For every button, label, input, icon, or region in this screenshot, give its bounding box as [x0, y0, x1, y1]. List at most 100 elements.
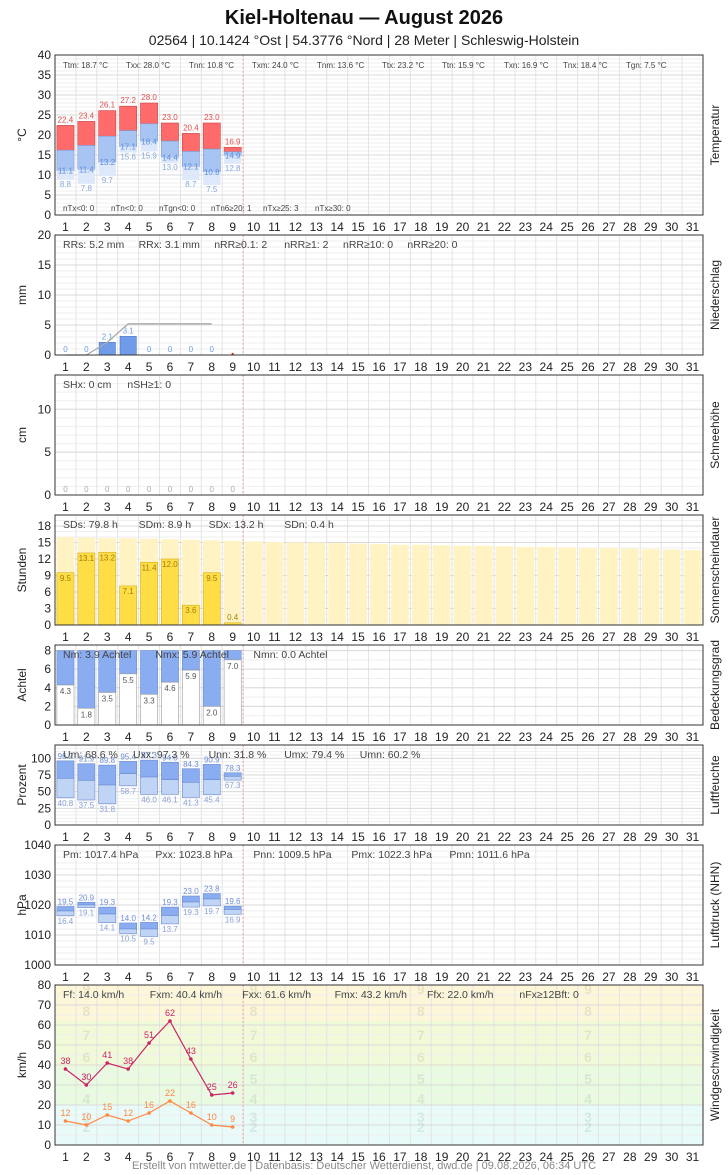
data-label-hmax: 90.9	[204, 755, 220, 764]
x-tick-label: 22	[498, 220, 512, 234]
beaufort-label: 9	[82, 981, 90, 997]
data-label-snow: 0	[168, 485, 173, 494]
stat-label: nRR≥20: 0	[407, 239, 457, 251]
data-label-tmax: 20.4	[183, 123, 199, 132]
x-tick-label: 30	[665, 360, 679, 374]
x-tick-label: 14	[331, 830, 345, 844]
y-tick-label: 5	[44, 445, 51, 459]
data-label-cloud: 4.3	[60, 687, 72, 696]
data-label-pmax: 14.2	[141, 913, 157, 922]
y-tick-label: 40	[38, 48, 52, 62]
x-tick-label: 16	[372, 630, 386, 644]
data-label-tmin: 13.2	[99, 158, 115, 167]
data-label-tmax: 16.9	[225, 137, 241, 146]
x-tick-label: 4	[125, 830, 132, 844]
x-tick-label: 4	[125, 730, 132, 744]
x-tick-label: 9	[229, 730, 236, 744]
beaufort-label: 7	[82, 1027, 90, 1043]
panel-side-label: Schneehöhe	[708, 401, 722, 469]
data-label-precip: 2.1	[102, 332, 114, 341]
humidity-lower-bar	[119, 773, 138, 787]
wind-point	[230, 1091, 235, 1095]
x-tick-label: 3	[104, 1150, 111, 1164]
data-label-cloud: 5.5	[123, 676, 135, 685]
stat-label: Ff: 14.0 km/h	[63, 989, 124, 1001]
sun-bar	[77, 552, 96, 626]
x-tick-label: 2	[83, 500, 90, 514]
stat-label: SDx: 13.2 h	[209, 519, 264, 531]
data-label-hmax: 94.0	[162, 753, 178, 762]
x-tick-label: 8	[208, 220, 215, 234]
y-tick-label: 0	[44, 718, 51, 732]
data-label-hmax: 91.9	[79, 755, 95, 764]
x-tick-label: 14	[331, 220, 345, 234]
x-tick-label: 15	[351, 830, 365, 844]
x-tick-label: 21	[477, 830, 491, 844]
y-tick-label: 5	[44, 318, 51, 332]
x-tick-label: 29	[644, 970, 658, 984]
wind-point	[209, 1123, 214, 1127]
x-tick-label: 17	[393, 630, 407, 644]
humidity-upper-bar	[77, 763, 96, 781]
x-tick-label: 12	[289, 360, 303, 374]
x-tick-label: 14	[331, 970, 345, 984]
data-label-pmax: 19.6	[225, 897, 241, 906]
x-tick-label: 4	[125, 220, 132, 234]
x-tick-label: 20	[456, 830, 470, 844]
wind-point	[105, 1061, 110, 1065]
x-tick-label: 6	[167, 500, 174, 514]
sun-possible-bar	[223, 540, 242, 625]
y-tick-label: 100	[31, 751, 51, 765]
data-label-cloud: 5.9	[185, 672, 197, 681]
x-tick-label: 21	[477, 1150, 491, 1164]
stat-label: nTgn<0: 0	[159, 204, 196, 213]
data-label-tmin: 17.1	[120, 143, 136, 152]
x-tick-label: 12	[289, 630, 303, 644]
data-label-cloud: 3.3	[144, 696, 156, 705]
y-tick-label: 1000	[24, 958, 51, 972]
data-label-hmin: 67.3	[225, 781, 241, 790]
x-tick-label: 22	[498, 360, 512, 374]
x-tick-label: 30	[665, 500, 679, 514]
precip-bar	[119, 336, 137, 356]
stat-label: SDn: 0.4 h	[284, 519, 334, 531]
panel-frame	[54, 644, 704, 726]
beaufort-label: 2	[250, 1119, 258, 1135]
x-tick-label: 27	[602, 970, 616, 984]
data-label-cloud: 7.0	[227, 662, 239, 671]
x-tick-label: 27	[602, 500, 616, 514]
x-tick-label: 24	[540, 220, 554, 234]
x-tick-label: 4	[125, 970, 132, 984]
data-label-snow: 0	[126, 485, 131, 494]
beaufort-band	[55, 1067, 703, 1105]
x-tick-label: 19	[435, 970, 449, 984]
x-tick-label: 30	[665, 970, 679, 984]
data-label-tmin: 14.9	[225, 151, 241, 160]
y-tick-label: 15	[38, 536, 52, 550]
humidity-lower-bar	[182, 782, 200, 798]
station-info: 02564 | 10.1424 °Ost | 54.3776 °Nord | 2…	[148, 32, 580, 48]
pressure-lower-bar	[119, 928, 138, 934]
x-tick-label: 13	[310, 730, 324, 744]
data-label-precip: 0	[147, 345, 152, 354]
temp-max-bar	[56, 125, 75, 151]
temp-ground-bar	[77, 169, 95, 184]
x-tick-label: 21	[477, 220, 491, 234]
data-label-hmax: 96.2	[58, 752, 74, 761]
data-label-sun: 9.5	[60, 574, 72, 583]
pressure-lower-bar	[56, 910, 75, 917]
data-label-hmin: 58.7	[120, 787, 136, 796]
data-label-tground: 8.7	[185, 180, 197, 189]
temp-max-bar	[77, 121, 96, 146]
data-label-pmin: 19.1	[79, 909, 95, 918]
sun-possible-bar	[683, 550, 702, 625]
beaufort-label: 2	[584, 1119, 592, 1135]
beaufort-label: 8	[584, 1003, 592, 1019]
precip-cumulative-line	[65, 323, 212, 356]
y-tick-label: 80	[38, 978, 52, 992]
data-label-pmax: 20.9	[79, 893, 95, 902]
x-tick-label: 23	[519, 730, 533, 744]
stat-label: Pnn: 1009.5 hPa	[253, 849, 331, 861]
